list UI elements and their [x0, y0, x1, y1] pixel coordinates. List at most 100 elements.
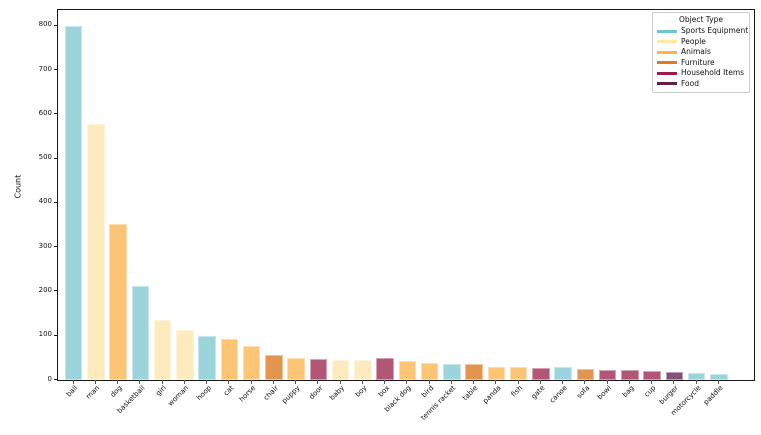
y-tick-label: 300: [38, 241, 52, 250]
x-tick-label-puppy: puppy: [280, 384, 302, 406]
bar-puppy: [287, 357, 305, 380]
y-tick-label: 400: [38, 197, 52, 206]
bar-woman: [176, 330, 194, 380]
x-tick-mark: [117, 380, 119, 384]
legend-label: Animals: [681, 47, 711, 57]
x-tick-mark: [584, 380, 586, 384]
bar-table: [465, 363, 483, 380]
y-axis-label: Count: [13, 174, 23, 199]
x-tick-mark: [517, 380, 519, 384]
bar-man: [87, 124, 105, 380]
y-tick-label: 100: [38, 330, 52, 339]
x-tick-mark: [384, 380, 386, 384]
x-tick-label-ball: ball: [64, 384, 80, 399]
bar-sofa: [576, 368, 595, 380]
legend: Object Type Sports Equipment People Animal…: [652, 12, 750, 93]
y-tick-mark: [53, 113, 57, 115]
bar-door: [309, 358, 328, 380]
legend-label: Food: [681, 78, 699, 88]
legend-swatch: [657, 50, 677, 54]
x-tick-mark: [361, 380, 363, 384]
x-tick-label-girl: girl: [154, 384, 169, 398]
legend-entry-furniture: Furniture: [657, 58, 745, 69]
x-tick-mark: [183, 380, 185, 384]
x-tick-mark: [94, 380, 96, 384]
y-tick-mark: [53, 290, 57, 292]
bar-box: [376, 357, 394, 380]
legend-entry-people: People: [657, 37, 745, 48]
legend-entry-animals: Animals: [657, 47, 745, 58]
legend-swatch: [657, 82, 677, 86]
legend-label: Household Items: [681, 68, 745, 78]
bar-burger: [665, 371, 684, 380]
x-tick-label-box: box: [376, 384, 391, 399]
y-tick-label: 200: [38, 285, 52, 294]
y-tick-mark: [53, 157, 57, 159]
bar-cat: [220, 338, 239, 380]
x-tick-label-canoe: canoe: [548, 384, 569, 405]
bar-hoop: [198, 335, 216, 380]
x-tick-mark: [406, 380, 408, 384]
bar-paddle: [710, 373, 728, 380]
x-tick-label-chair: chair: [261, 384, 280, 402]
x-tick-mark: [473, 380, 475, 384]
x-tick-mark: [139, 380, 141, 384]
plot-area: [57, 9, 755, 381]
legend-label: People: [681, 36, 706, 46]
x-tick-mark: [717, 380, 719, 384]
bar-tennis-racket: [443, 364, 461, 380]
x-tick-label-bag: bag: [620, 384, 636, 399]
bar-fish: [509, 367, 528, 380]
y-tick-mark: [53, 246, 57, 248]
x-tick-label-cup: cup: [643, 384, 658, 399]
legend-title: Object Type: [678, 15, 724, 24]
x-tick-label-gate: gate: [529, 384, 547, 401]
legend-entry-food: Food: [657, 79, 745, 90]
x-tick-label-panda: panda: [480, 384, 503, 406]
legend-swatch: [657, 40, 677, 44]
x-tick-mark: [495, 380, 497, 384]
legend-entry-household-items: Household Items: [657, 68, 745, 79]
bar-black-dog: [398, 360, 417, 380]
x-tick-mark: [272, 380, 274, 384]
x-tick-mark: [606, 380, 608, 384]
x-tick-label-bowl: bowl: [596, 384, 614, 402]
bar-horse: [242, 346, 261, 380]
legend-label: Sports Equipment: [681, 26, 749, 36]
x-tick-mark: [206, 380, 208, 384]
x-tick-label-door: door: [307, 384, 325, 401]
bar-canoe: [554, 367, 572, 380]
bar-girl: [153, 319, 172, 380]
x-tick-label-dog: dog: [108, 384, 124, 399]
bar-gate: [532, 368, 550, 380]
x-tick-mark: [428, 380, 430, 384]
x-tick-label-boy: boy: [353, 384, 369, 399]
y-tick-mark: [53, 379, 57, 380]
x-tick-mark: [228, 380, 230, 384]
y-tick-mark: [53, 69, 57, 71]
x-tick-mark: [695, 380, 697, 384]
x-tick-mark: [72, 380, 74, 384]
x-tick-label-paddle: paddle: [702, 384, 725, 407]
x-tick-label-hoop: hoop: [194, 384, 213, 402]
legend-swatch: [657, 71, 677, 75]
x-tick-label-baby: baby: [328, 384, 347, 402]
x-tick-mark: [250, 380, 252, 384]
x-tick-label-bird: bird: [420, 384, 436, 400]
x-tick-mark: [562, 380, 564, 384]
x-tick-label-table: table: [461, 384, 480, 403]
x-tick-mark: [339, 380, 341, 384]
bar-bird: [420, 363, 439, 380]
x-tick-mark: [295, 380, 297, 384]
bar-boy: [354, 360, 372, 380]
x-tick-mark: [651, 380, 653, 384]
bar-cup: [643, 370, 661, 380]
x-tick-mark: [539, 380, 541, 384]
x-tick-mark: [673, 380, 675, 384]
bar-baby: [331, 359, 350, 380]
x-tick-label-horse: horse: [237, 384, 258, 404]
y-tick-mark: [53, 334, 57, 336]
y-tick-label: 500: [38, 153, 52, 162]
x-tick-mark: [161, 380, 163, 384]
